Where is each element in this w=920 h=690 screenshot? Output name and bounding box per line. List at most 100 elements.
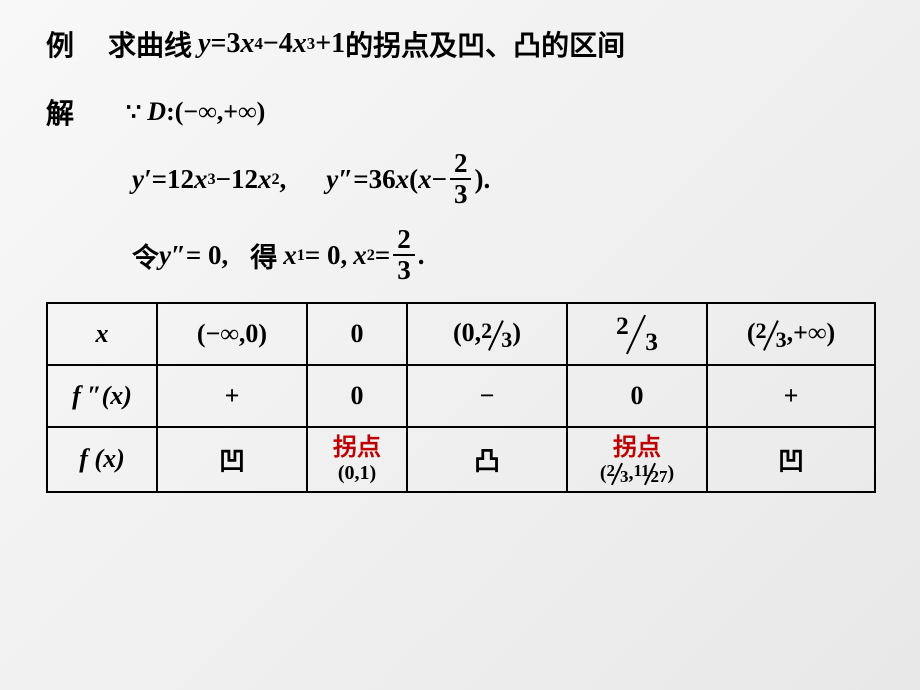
table-row: x (−∞,0) 0 (0,23) 23 (23,+∞) <box>47 303 875 365</box>
eq-t1p: 4 <box>254 34 262 54</box>
d2x: x <box>418 164 432 195</box>
eq-t1a: 3 <box>226 28 240 60</box>
prompt-prefix: 求曲线 <box>108 24 192 64</box>
example-heading: 例 求曲线 y = 3 x4 − 4 x3 + 1 的拐点及凹、凸的区间 <box>46 24 892 64</box>
c3d: 3 <box>501 327 512 353</box>
eq0: = 0, <box>186 240 228 271</box>
d1p2: 2 <box>271 170 279 189</box>
d2-den: 3 <box>454 180 468 208</box>
c4d: 3 <box>645 327 658 357</box>
let-label: 令 <box>132 236 159 275</box>
r2c5: + <box>707 365 875 427</box>
d-eq2: = <box>353 164 368 195</box>
r3c2-bot: (0,1) <box>338 462 376 485</box>
x2e: = <box>375 240 390 271</box>
get-label: 得 <box>250 236 277 275</box>
r2c4: 0 <box>567 365 707 427</box>
d-comma1: , <box>280 164 287 195</box>
r3c4-f2: 1127 <box>634 464 668 484</box>
x2l: x <box>353 240 367 271</box>
table-row: f ″(x) + 0 − 0 + <box>47 365 875 427</box>
domain-D: D <box>147 97 166 127</box>
cell-c2: 0 <box>307 303 407 365</box>
d2-num: 2 <box>450 150 472 180</box>
x2d: 3 <box>397 256 411 284</box>
r3c4-bd: 27 <box>651 467 668 487</box>
eq-y: y <box>198 28 210 60</box>
d2a: 36 <box>369 164 396 195</box>
c3n: 2 <box>481 318 492 344</box>
solution-label: 解 <box>46 92 74 132</box>
x1l: x <box>283 240 297 271</box>
sign-table: x (−∞,0) 0 (0,23) 23 (23,+∞) f ″(x) + 0 … <box>46 302 876 493</box>
yprime: y′ <box>132 164 152 195</box>
r3c4-f1: 23 <box>607 464 629 484</box>
c3l: (0, <box>453 318 481 347</box>
d1d: x <box>258 164 272 195</box>
r3c1: 凹 <box>157 427 307 492</box>
r3c4: 拐点 (23,1127) <box>567 427 707 492</box>
c5n: 2 <box>755 318 766 344</box>
eq-t2p: 3 <box>307 34 315 54</box>
ypp: y″ <box>326 164 353 195</box>
cell-fpp: f ″(x) <box>47 365 157 427</box>
x2-frac: 2 3 <box>393 226 415 284</box>
r3c4-top: 拐点 <box>613 434 661 462</box>
eq-eq: = <box>210 28 226 60</box>
d2lp: ( <box>409 164 418 195</box>
c3r: ) <box>512 318 521 347</box>
d1s: − <box>216 164 231 195</box>
x1v: = 0, <box>305 240 347 271</box>
d1p: 3 <box>207 170 215 189</box>
r3c4-ad: 3 <box>620 467 629 487</box>
r3c2: 拐点 (0,1) <box>307 427 407 492</box>
r3c3: 凸 <box>407 427 567 492</box>
prompt-suffix: 的拐点及凹、凸的区间 <box>345 24 625 64</box>
d2b: x <box>396 164 410 195</box>
d2-frac: 2 3 <box>450 150 472 208</box>
x2n: 2 <box>393 226 415 256</box>
d2rp: ). <box>474 164 490 195</box>
cell-c5: (23,+∞) <box>707 303 875 365</box>
c4n: 2 <box>616 311 629 341</box>
because-symbol: ∵ <box>126 98 141 127</box>
d-eq1: = <box>152 164 167 195</box>
x1s: 1 <box>297 246 305 265</box>
roots-line: 令 y″ = 0, 得 x1 = 0, x2 = 2 3 . <box>132 226 892 284</box>
cell-x: x <box>47 303 157 365</box>
r2c3: − <box>407 365 567 427</box>
eq-t3s: + <box>315 28 331 60</box>
cell-c1: (−∞,0) <box>157 303 307 365</box>
r3c4-rp: ) <box>668 462 675 484</box>
r2c1: + <box>157 365 307 427</box>
eq-t2b: x <box>293 28 307 60</box>
c5r: ,+∞) <box>787 318 836 347</box>
c3-frac: 23 <box>481 321 512 350</box>
r3c4-bot: (23,1127) <box>600 462 674 485</box>
cell-c3: (0,23) <box>407 303 567 365</box>
derivative-line: y′ = 12 x3 − 12 x2 , y″ = 36 x ( x − 2 3… <box>132 150 892 208</box>
eq-t3a: 1 <box>331 28 345 60</box>
domain-colon: : <box>166 97 175 127</box>
table-row: f (x) 凹 拐点 (0,1) 凸 拐点 (23,1127) 凹 <box>47 427 875 492</box>
r3c4-lp: ( <box>600 462 607 484</box>
solution-line: 解 ∵ D : (−∞,+∞) <box>46 92 892 132</box>
c5d: 3 <box>776 327 787 353</box>
d1c: 12 <box>231 164 258 195</box>
domain-interval: (−∞,+∞) <box>175 97 266 127</box>
eq-t2s: − <box>263 28 279 60</box>
d1b: x <box>194 164 208 195</box>
c4-frac: 23 <box>616 315 658 354</box>
x2s: 2 <box>367 246 375 265</box>
r3c2-top: 拐点 <box>333 434 381 462</box>
x2dot: . <box>418 240 425 271</box>
c5-frac: 23 <box>755 321 786 350</box>
d2m: − <box>432 164 447 195</box>
d1a: 12 <box>167 164 194 195</box>
cell-f: f (x) <box>47 427 157 492</box>
eq-t1b: x <box>240 28 254 60</box>
c5l: ( <box>747 318 756 347</box>
eq-t2a: 4 <box>279 28 293 60</box>
r3c5: 凹 <box>707 427 875 492</box>
cell-c4: 23 <box>567 303 707 365</box>
